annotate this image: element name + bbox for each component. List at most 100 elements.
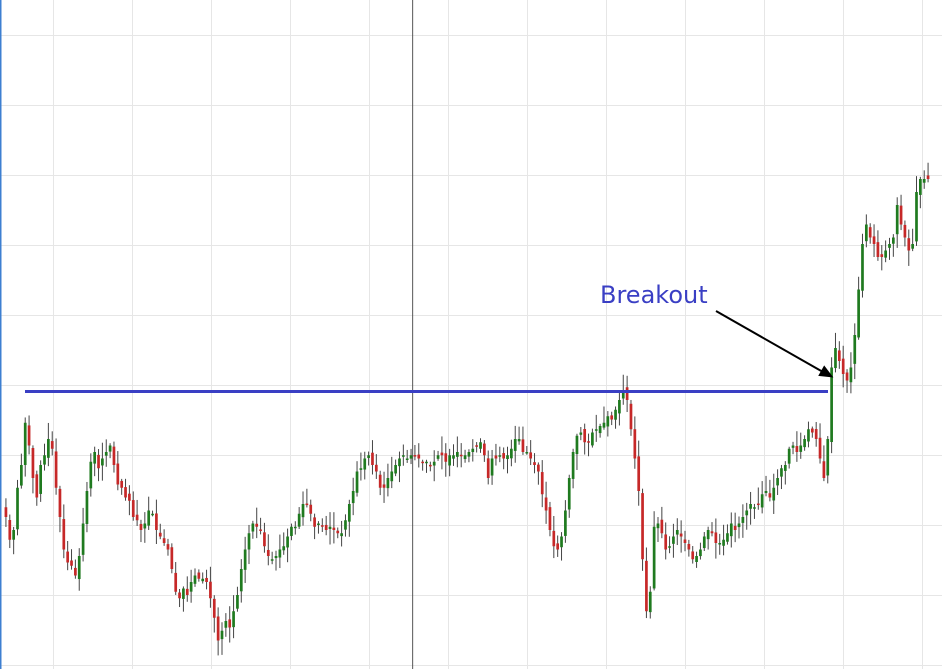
candle-up <box>598 426 602 434</box>
candle-up <box>471 448 475 453</box>
candle-down <box>903 224 907 238</box>
candle-up <box>602 422 606 428</box>
candle-up <box>567 478 571 510</box>
candle-up <box>783 465 787 471</box>
candle-up <box>729 523 733 537</box>
candle-down <box>818 437 822 459</box>
candle-down <box>810 428 814 433</box>
candle-down <box>74 567 77 576</box>
candle-up <box>915 192 918 242</box>
candle-down <box>216 616 220 641</box>
candle-down <box>413 455 417 457</box>
candle-up <box>517 439 521 442</box>
candle-up <box>675 530 679 535</box>
candle-up <box>891 237 895 244</box>
candle-down <box>166 544 170 550</box>
candle-down <box>4 507 8 517</box>
candle-up <box>803 439 806 448</box>
candle-down <box>421 461 424 464</box>
candle-up <box>344 520 347 530</box>
candle-up <box>699 549 702 557</box>
candle-up <box>297 513 301 527</box>
candle-down <box>128 493 131 501</box>
candle-down <box>62 519 66 550</box>
candle-up <box>405 458 409 460</box>
candle-up <box>390 471 394 482</box>
candle-up <box>43 455 46 465</box>
candle-up <box>363 458 367 470</box>
candle-down <box>174 572 178 592</box>
candle-down <box>868 227 872 238</box>
candle-down <box>683 539 687 543</box>
candle-up <box>749 504 752 509</box>
candle-up <box>317 523 320 525</box>
candle-up <box>864 224 868 242</box>
candle-up <box>861 244 864 291</box>
candle-down <box>845 372 849 381</box>
candle-up <box>621 390 625 399</box>
candle-down <box>31 448 35 478</box>
candle-down <box>664 534 668 550</box>
candle-up <box>672 536 675 544</box>
candle-up <box>745 510 749 516</box>
candle-down <box>70 560 73 566</box>
candle-up <box>463 455 467 460</box>
candle-up <box>726 533 729 542</box>
candle-up <box>525 452 529 454</box>
candle-down <box>583 429 587 443</box>
candle-down <box>324 524 328 530</box>
candle-up <box>579 432 583 435</box>
candle-down <box>178 592 181 599</box>
candle-up <box>20 465 23 486</box>
candle-up <box>490 458 494 476</box>
candle-down <box>120 480 124 488</box>
candle-up <box>93 452 97 464</box>
candle-up <box>452 455 455 459</box>
candle-down <box>880 254 884 257</box>
candle-up <box>340 533 343 537</box>
candle-down <box>540 472 544 495</box>
candle-down <box>533 462 536 465</box>
candle-up <box>884 250 887 258</box>
candle-down <box>205 577 208 582</box>
candle-up <box>510 448 513 459</box>
candle-up <box>182 588 185 599</box>
candle-down <box>320 525 324 527</box>
candle-up <box>247 533 251 550</box>
candle-up <box>101 458 104 466</box>
candle-down <box>155 513 158 530</box>
candle-down <box>27 425 31 446</box>
candle-up <box>776 478 779 486</box>
candle-down <box>502 453 506 459</box>
candle-down <box>382 484 386 488</box>
candle-down <box>158 532 162 537</box>
candle-down <box>97 454 100 469</box>
candle-up <box>367 455 370 458</box>
candle-down <box>135 514 139 521</box>
candle-down <box>255 523 259 527</box>
candle-up <box>706 530 710 540</box>
candle-up <box>355 471 359 493</box>
candle-up <box>189 582 193 592</box>
candle-down <box>756 503 760 506</box>
candle-up <box>301 504 305 518</box>
candle-up <box>895 205 899 235</box>
candle-down <box>483 443 486 456</box>
candle-up <box>791 445 795 448</box>
candle-down <box>625 387 629 400</box>
candle-down <box>459 454 463 457</box>
candle-down <box>795 446 799 452</box>
candle-up <box>104 452 108 456</box>
candle-down <box>548 507 552 530</box>
candle-down <box>544 497 548 511</box>
candle-up <box>787 448 791 464</box>
candle-up <box>351 491 355 504</box>
candle-up <box>108 445 112 452</box>
candle-down <box>529 452 533 459</box>
candle-up <box>394 465 397 474</box>
candle-up <box>293 526 297 529</box>
candle-down <box>228 619 232 628</box>
candle-up <box>826 439 830 476</box>
candle-up <box>23 422 27 466</box>
